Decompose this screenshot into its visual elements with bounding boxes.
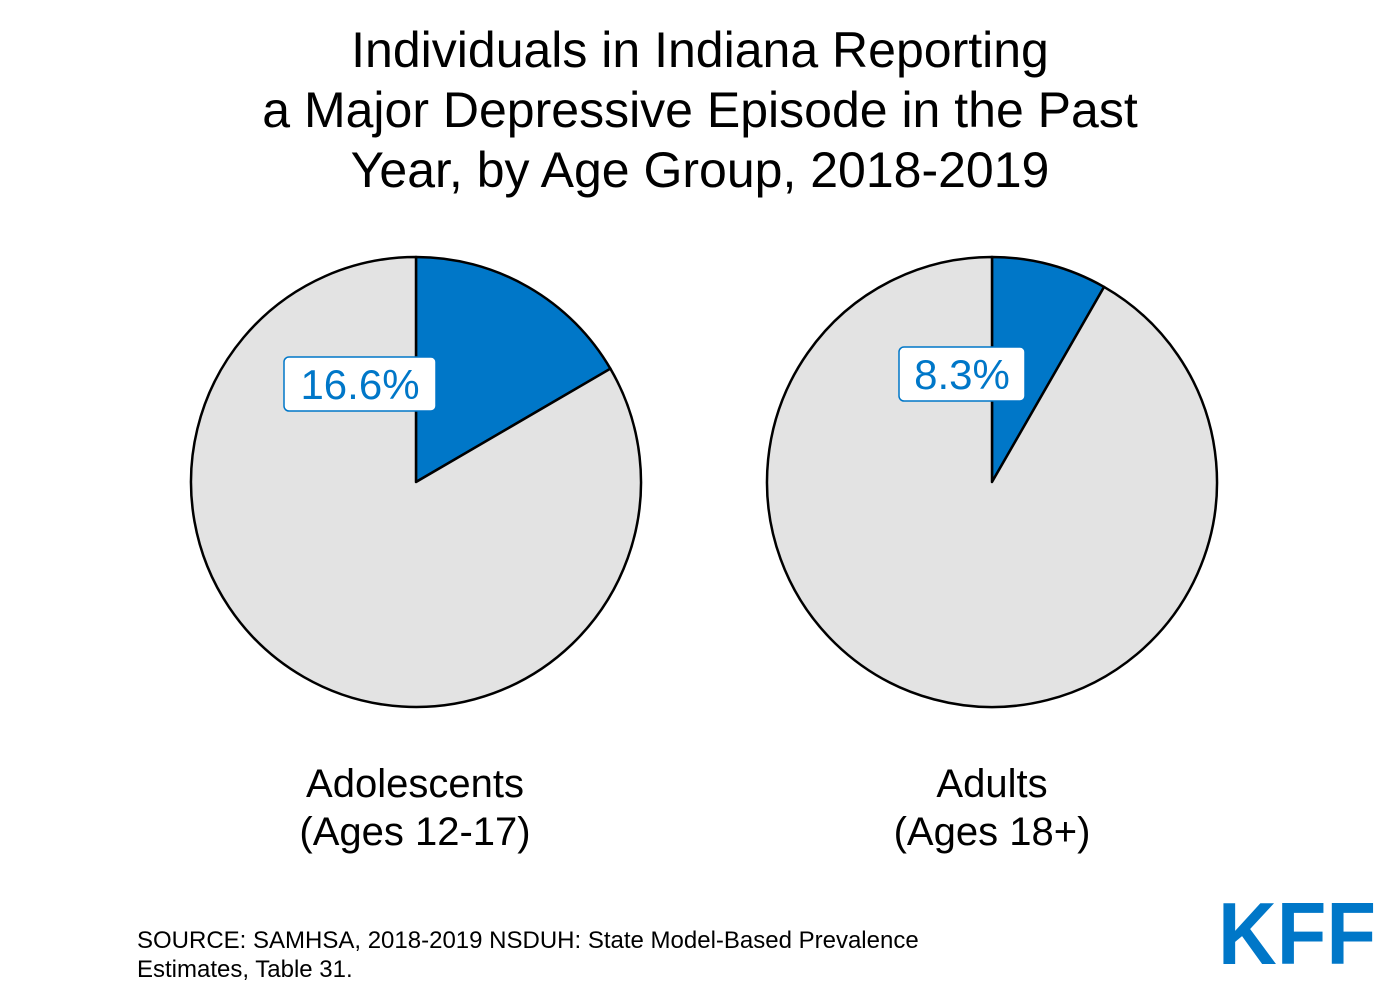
pie-label-adolescents-line-2: (Ages 12-17) [299, 810, 531, 854]
chart-title-line-1: Individuals in Indiana Reporting [351, 22, 1049, 78]
kff-logo-text: KFF [1218, 896, 1376, 970]
pie-label-adolescents: Adolescents (Ages 12-17) [165, 760, 665, 856]
pie-adults: 8.3% [765, 255, 1219, 709]
pie-label-adults-line-1: Adults [936, 762, 1048, 806]
chart-title: Individuals in Indiana Reporting a Major… [100, 20, 1300, 200]
kff-logo: KFF [1218, 896, 1376, 970]
pie-adults-data-label-box [898, 346, 1026, 402]
pie-adults-slice-1 [765, 255, 1219, 709]
pie-label-adults: Adults (Ages 18+) [742, 760, 1242, 856]
pie-adolescents-slice-0 [414, 255, 612, 484]
pie-adolescents-data-label: 16.6% [300, 361, 419, 408]
pie-adults-slice-0 [990, 255, 1106, 484]
chart-title-line-3: Year, by Age Group, 2018-2019 [350, 142, 1050, 198]
pie-adults-data-label: 8.3% [914, 351, 1010, 398]
chart-title-line-2: a Major Depressive Episode in the Past [262, 82, 1138, 138]
pie-label-adolescents-line-1: Adolescents [306, 762, 524, 806]
pie-adolescents-data-label-box [283, 356, 437, 412]
source-note-line-2: Estimates, Table 31. [137, 956, 353, 983]
source-note-line-1: SOURCE: SAMHSA, 2018-2019 NSDUH: State M… [137, 927, 919, 954]
source-note: SOURCE: SAMHSA, 2018-2019 NSDUH: State M… [137, 926, 1137, 984]
pie-label-adults-line-2: (Ages 18+) [893, 810, 1091, 854]
pie-adolescents: 16.6% [189, 255, 643, 709]
